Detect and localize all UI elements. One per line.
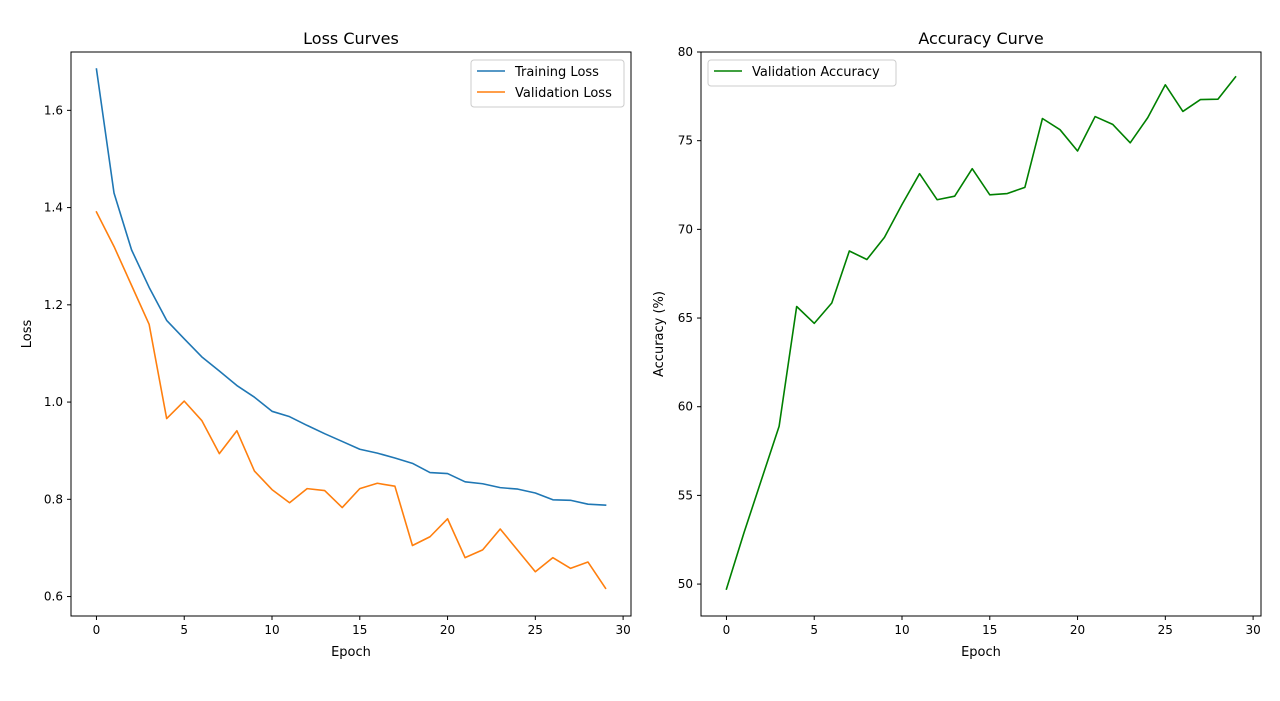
legend: Training Loss Validation Loss — [470, 59, 625, 108]
x-tick-label: 15 — [352, 623, 367, 637]
y-tick-label: 0.6 — [44, 590, 63, 604]
chart-title: Accuracy Curve — [918, 29, 1043, 48]
x-tick-label: 20 — [440, 623, 455, 637]
y-tick-label: 50 — [678, 577, 693, 591]
series-line-training-loss — [95, 68, 607, 506]
x-tick-label: 10 — [264, 623, 279, 637]
series-line-validation-accuracy — [725, 75, 1237, 591]
x-tick-label: 5 — [180, 623, 188, 637]
x-tick-label: 25 — [528, 623, 543, 637]
plot-frame — [700, 51, 1262, 617]
y-tick-label: 80 — [678, 45, 693, 59]
x-tick-label: 0 — [723, 623, 731, 637]
x-axis-label: Epoch — [331, 645, 371, 660]
y-tick-label: 65 — [678, 311, 693, 325]
legend-entry: Validation Loss — [515, 86, 612, 101]
x-tick-label: 30 — [1245, 623, 1260, 637]
y-tick-label: 60 — [678, 400, 693, 414]
legend-entry: Training Loss — [514, 65, 599, 80]
x-tick-label: 0 — [93, 623, 101, 637]
x-tick-label: 5 — [810, 623, 818, 637]
y-tick-label: 1.0 — [44, 395, 63, 409]
x-tick-label: 20 — [1070, 623, 1085, 637]
y-axis-label: Accuracy (%) — [652, 291, 667, 377]
y-tick-label: 55 — [678, 488, 693, 502]
x-tick-label: 30 — [615, 623, 630, 637]
x-tick-label: 25 — [1158, 623, 1173, 637]
y-tick-label: 1.2 — [44, 298, 63, 312]
legend-box — [707, 59, 897, 87]
x-axis-label: Epoch — [961, 645, 1001, 660]
y-axis-label: Loss — [20, 320, 35, 349]
y-tick-label: 1.6 — [44, 103, 63, 117]
plot-frame — [70, 51, 632, 617]
loss-chart: 0 5 10 15 20 25 30 0.6 0.8 1.0 1.2 1.4 1.6 Loss Curve… — [20, 29, 632, 660]
legend-entry: Validation Accuracy — [752, 65, 880, 80]
x-tick-label: 10 — [894, 623, 909, 637]
x-tick-label: 15 — [982, 623, 997, 637]
legend: Validation Accuracy — [707, 59, 897, 87]
accuracy-chart: 0 5 10 15 20 25 30 50 55 60 65 70 75 80 Accuracy Curve… — [652, 29, 1262, 660]
chart-title: Loss Curves — [303, 29, 399, 48]
series-line-validation-loss — [95, 210, 607, 590]
y-tick-label: 70 — [678, 222, 693, 236]
y-tick-label: 75 — [678, 134, 693, 148]
y-tick-label: 1.4 — [44, 201, 63, 215]
y-tick-label: 0.8 — [44, 492, 63, 506]
legend-box — [470, 59, 625, 108]
